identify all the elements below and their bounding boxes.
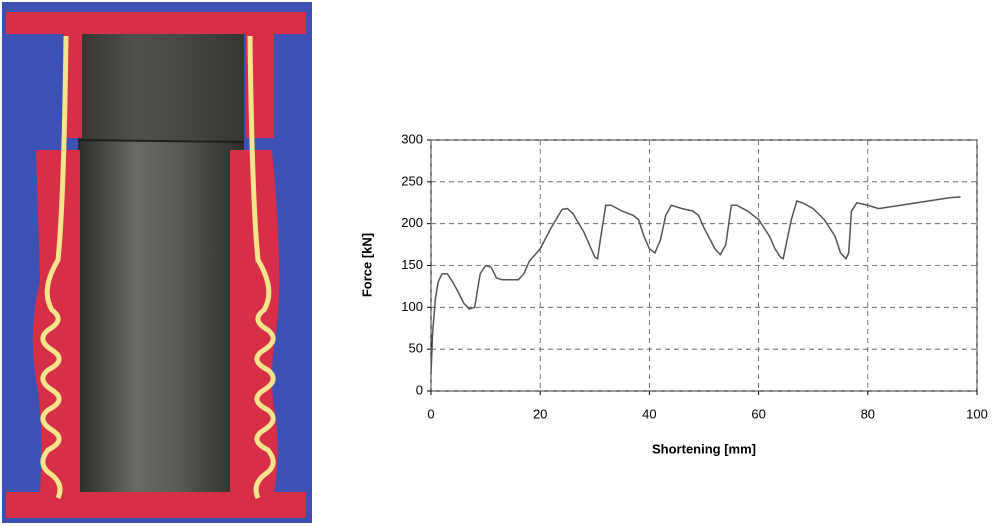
y-tick-label: 50 bbox=[409, 341, 423, 356]
x-tick-label: 20 bbox=[533, 406, 547, 421]
x-tick-label: 80 bbox=[861, 406, 875, 421]
y-tick-label: 150 bbox=[401, 257, 423, 272]
y-tick-label: 200 bbox=[401, 215, 423, 230]
x-axis-title: Shortening [mm] bbox=[652, 441, 756, 456]
x-tick-label: 40 bbox=[642, 406, 656, 421]
y-tick-label: 250 bbox=[401, 173, 423, 188]
x-tick-label: 100 bbox=[966, 406, 988, 421]
y-tick-label: 100 bbox=[401, 299, 423, 314]
page: Shortening [mm] Force [kN] 0501001502002… bbox=[0, 0, 995, 526]
x-tick-label: 60 bbox=[751, 406, 765, 421]
y-tick-label: 300 bbox=[401, 131, 423, 146]
specimen-photo bbox=[2, 2, 312, 523]
y-axis-title: Force [kN] bbox=[359, 233, 374, 297]
x-tick-label: 0 bbox=[427, 406, 434, 421]
y-tick-label: 0 bbox=[416, 382, 423, 397]
